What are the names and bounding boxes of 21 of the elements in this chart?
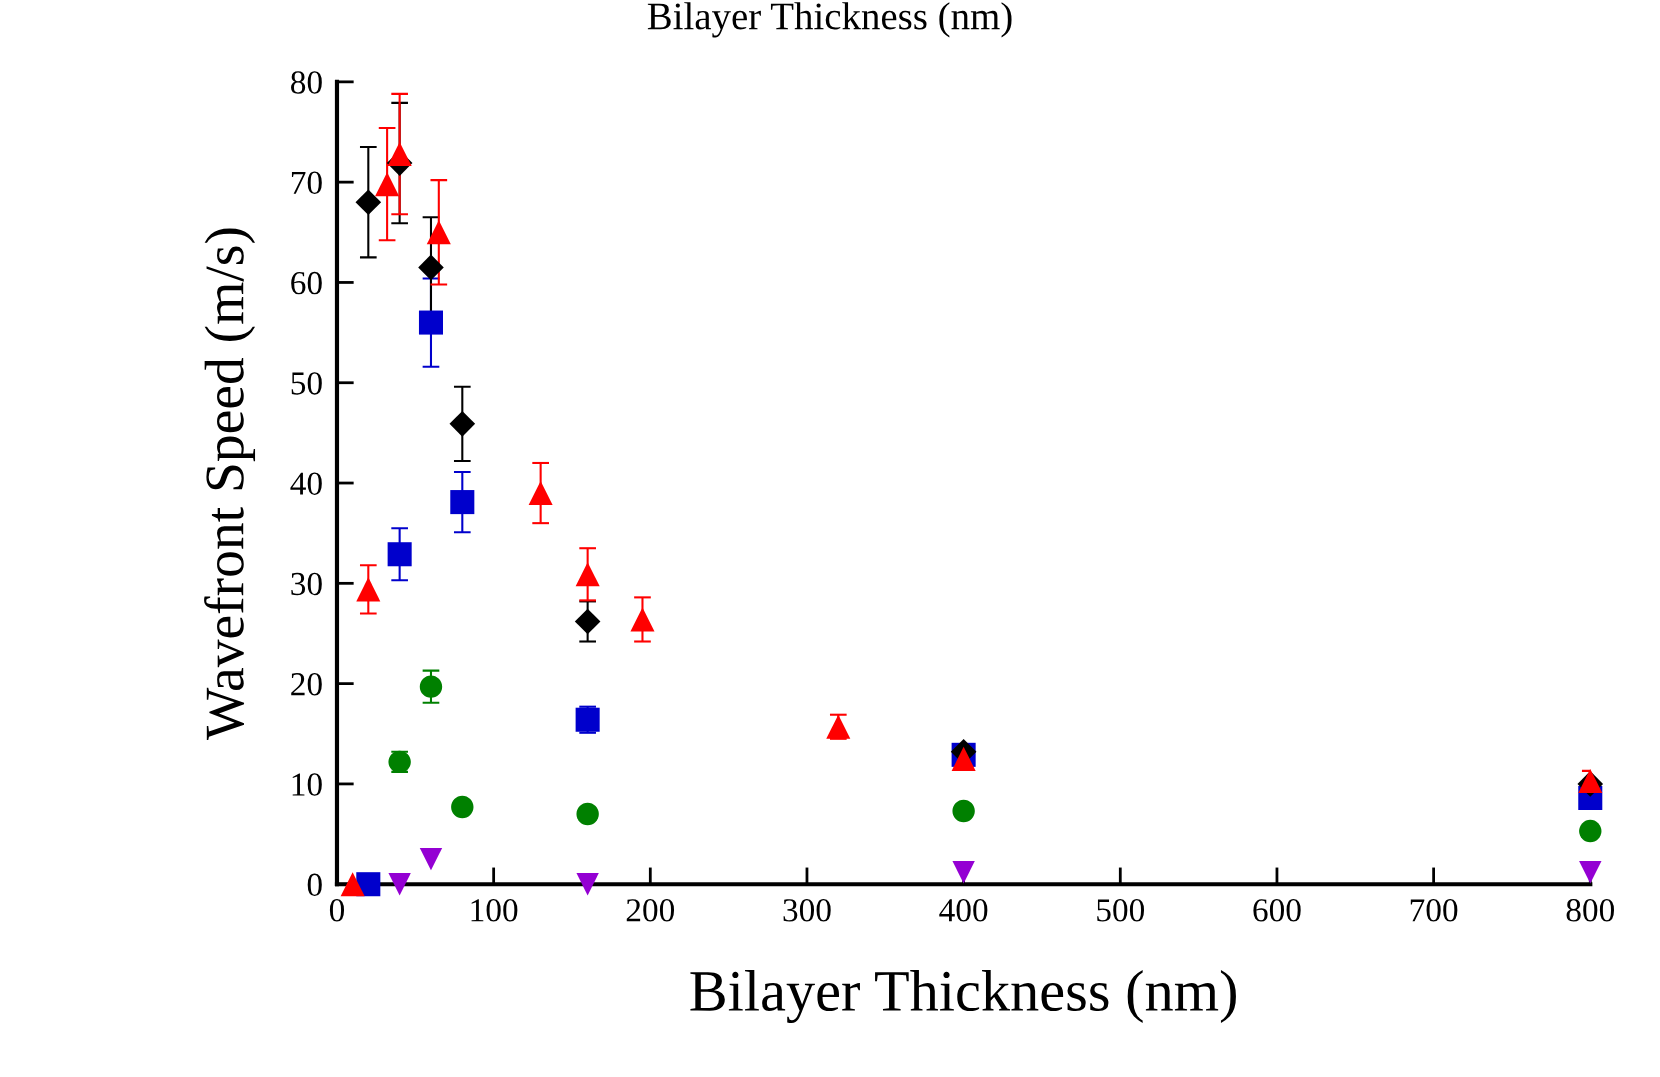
- y-axis-title: Wavefront Speed (m/s): [204, 228, 256, 740]
- y-tick-label: 20: [291, 673, 322, 696]
- x-tick-label: 0: [329, 899, 345, 922]
- x-tick-label: 500: [1097, 899, 1145, 922]
- x-tick-label: 600: [1253, 899, 1301, 922]
- x-tick-label: 100: [471, 899, 518, 922]
- x-tick-label: 200: [626, 899, 675, 922]
- y-tick-label: 70: [291, 171, 322, 195]
- y-tick-label: 80: [291, 71, 322, 94]
- y-tick-label: 40: [290, 472, 322, 495]
- x-tick-label: 300: [783, 899, 831, 922]
- x-tick-label: 400: [939, 899, 988, 922]
- x-tick-label: 800: [1566, 899, 1615, 922]
- y-tick-label: 0: [307, 873, 322, 897]
- y-tick-label: 10: [292, 773, 322, 796]
- y-tick-label: 60: [291, 271, 322, 295]
- chart-title: Bilayer Thickness (nm): [647, 2, 1012, 38]
- x-tick-label: 700: [1410, 899, 1458, 922]
- y-tick-label: 50: [291, 372, 322, 395]
- y-tick-label: 30: [291, 572, 322, 596]
- x-axis-title: Bilayer Thickness (nm): [690, 970, 1236, 1024]
